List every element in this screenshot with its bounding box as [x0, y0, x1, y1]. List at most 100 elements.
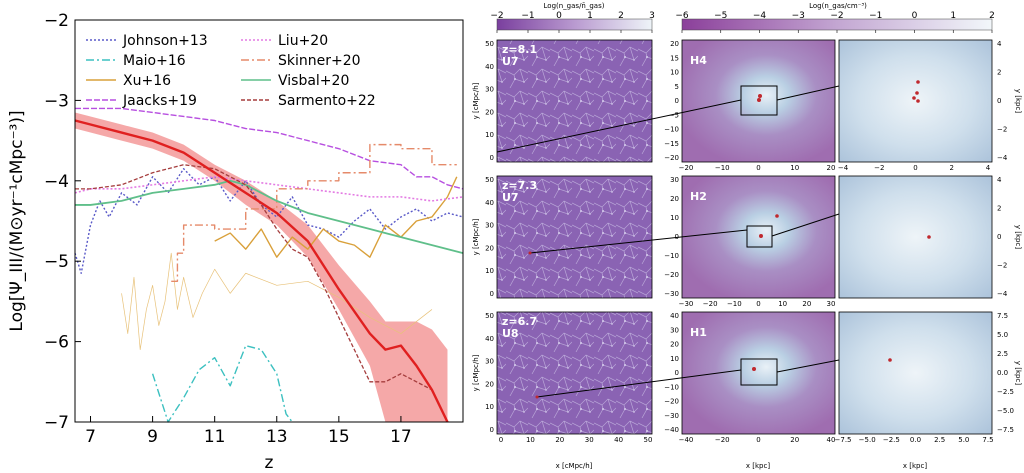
panel-tick-label: −5.0 [859, 436, 876, 444]
panel-tick-label: 50 [485, 40, 494, 48]
series-line-4 [75, 107, 464, 190]
halo-tag-2: H2 [690, 190, 707, 203]
series-line-6 [171, 143, 457, 282]
legend-label: Xu+16 [123, 73, 171, 89]
panel-tick-label: 0 [997, 233, 1001, 241]
box-y-label: y [cMpc/h] [472, 218, 480, 255]
colorbar-left-label: Log(n_gas/n̄_gas) [544, 2, 605, 10]
colorbar-tick-label: −2 [490, 11, 503, 21]
plot-frame [74, 19, 464, 423]
panel-tick-label: 7.5 [997, 312, 1008, 320]
box-panel-2 [496, 175, 653, 299]
legend-label: Liu+20 [278, 33, 328, 49]
box-panel-3 [496, 311, 653, 435]
legend-item: Jaacks+19 [86, 93, 197, 109]
panel-tick-label: 5.0 [997, 331, 1008, 339]
panel-tick-label: −10 [664, 126, 679, 134]
colorbar-tick-label: 2 [989, 11, 995, 21]
legend-item: Sarmento+22 [241, 93, 376, 109]
legend: Johnson+13 Liu+20 Maio+16 Skinner+20 Xu+16 Vi… [86, 33, 376, 109]
star-marker [915, 91, 919, 95]
redshift-tag-1: z=8.1 [502, 43, 537, 56]
colorbar-tick-label: −2 [830, 11, 843, 21]
panel-tick-label: 15 [670, 54, 679, 62]
star-marker [535, 395, 539, 399]
zoom-y-label: y [kpc] [1014, 225, 1022, 249]
panel-tick-label: 20 [670, 195, 679, 203]
y-tick-label: −3 [44, 91, 69, 111]
panel-tick-label: −2.5 [997, 388, 1014, 396]
y-tick-label: −7 [44, 413, 69, 433]
panel-tick-label: 20 [670, 40, 679, 48]
panel-tick-label: 4 [997, 176, 1002, 184]
series-line-0 [74, 168, 464, 274]
series-layer [74, 107, 464, 423]
colorbar-tick-label: −3 [792, 11, 805, 21]
panel-tick-label: 0 [756, 164, 760, 172]
panel-tick-label: 10 [670, 214, 679, 222]
panel-tick-label: −10 [664, 252, 679, 260]
star-marker [927, 235, 931, 239]
series-line-5 [74, 175, 464, 202]
star-marker [775, 214, 779, 218]
panel-tick-label: 30 [827, 300, 836, 308]
panel-tick-label: 50 [644, 436, 653, 444]
panel-tick-label: 2.5 [997, 350, 1008, 358]
colorbar-tick-label: −6 [675, 11, 689, 21]
panel-tick-label: 20 [802, 300, 811, 308]
star-marker [912, 96, 916, 100]
panel-tick-label: 0 [490, 154, 494, 162]
box-y-label: y [cMpc/h] [472, 354, 480, 391]
panel-tick-label: 30 [485, 86, 494, 94]
star-marker [916, 80, 920, 84]
colorbar-left-ticks: −2 −1 0 1 2 3 [490, 11, 655, 33]
connector-3b [776, 359, 840, 373]
redshift-tag-3: z=6.7 [502, 315, 537, 328]
panel-tick-label: 30 [485, 222, 494, 230]
panel-tick-label: 2.5 [934, 436, 945, 444]
panel-tick-label: 2 [997, 205, 1001, 213]
panel-tick-label: 40 [614, 436, 623, 444]
series-line-8 [75, 164, 449, 423]
x-tick-label: 17 [390, 427, 412, 447]
panel-tick-label: 20 [670, 341, 679, 349]
legend-item: Xu+16 [86, 73, 171, 89]
star-marker [757, 98, 761, 102]
panel-tick-label: −4 [997, 154, 1008, 162]
halo-x-label: x [kpc] [746, 462, 770, 470]
series-line-3 [121, 252, 433, 350]
panel-tick-label: 10 [485, 267, 494, 275]
x-axis-label: z [265, 453, 274, 473]
colorbar-tick-label: −1 [521, 11, 534, 21]
panel-tick-label: 10 [670, 355, 679, 363]
y-tick-label: −4 [44, 172, 69, 192]
panel-tick-label: −10 [664, 383, 679, 391]
panel-tick-label: −10 [727, 300, 742, 308]
simulation-panels: Log(n_gas/n̄_gas) −2 −1 0 1 2 3 Log(n_gas/cm⁻… [472, 2, 1022, 470]
panel-tick-label: 5.0 [958, 436, 969, 444]
panel-tick-label: −7.5 [997, 426, 1014, 434]
colorbar-tick-label: 1 [950, 11, 956, 21]
panel-tick-label: 10 [778, 300, 787, 308]
panel-tick-label: −4 [838, 164, 849, 172]
zoom-panel-2 [838, 175, 993, 299]
colorbar-tick-label: −5 [714, 11, 727, 21]
box-x-label: x [cMpc/h] [556, 462, 593, 470]
colorbar-left [496, 18, 653, 31]
y-tick-label: −5 [44, 252, 69, 272]
legend-label: Skinner+20 [278, 53, 361, 69]
panel-tick-label: −7.5 [835, 436, 852, 444]
panel-tick-label: −2.5 [883, 436, 900, 444]
panel-tick-label: 5 [675, 83, 679, 91]
halo-panel-3 [681, 311, 836, 435]
x-tick-label: 9 [147, 427, 158, 447]
panel-tick-label: −30 [679, 300, 694, 308]
colorbar-right-ticks: −6 −5 −4 −3 −2 −1 0 1 2 [675, 11, 995, 33]
panel-tick-label: 0 [997, 97, 1001, 105]
panel-tick-label: 20 [555, 436, 564, 444]
connector-1a [496, 99, 742, 153]
panel-tick-label: −20 [679, 164, 694, 172]
run-tag-2: U7 [502, 191, 519, 204]
panel-tick-label: 10 [485, 403, 494, 411]
